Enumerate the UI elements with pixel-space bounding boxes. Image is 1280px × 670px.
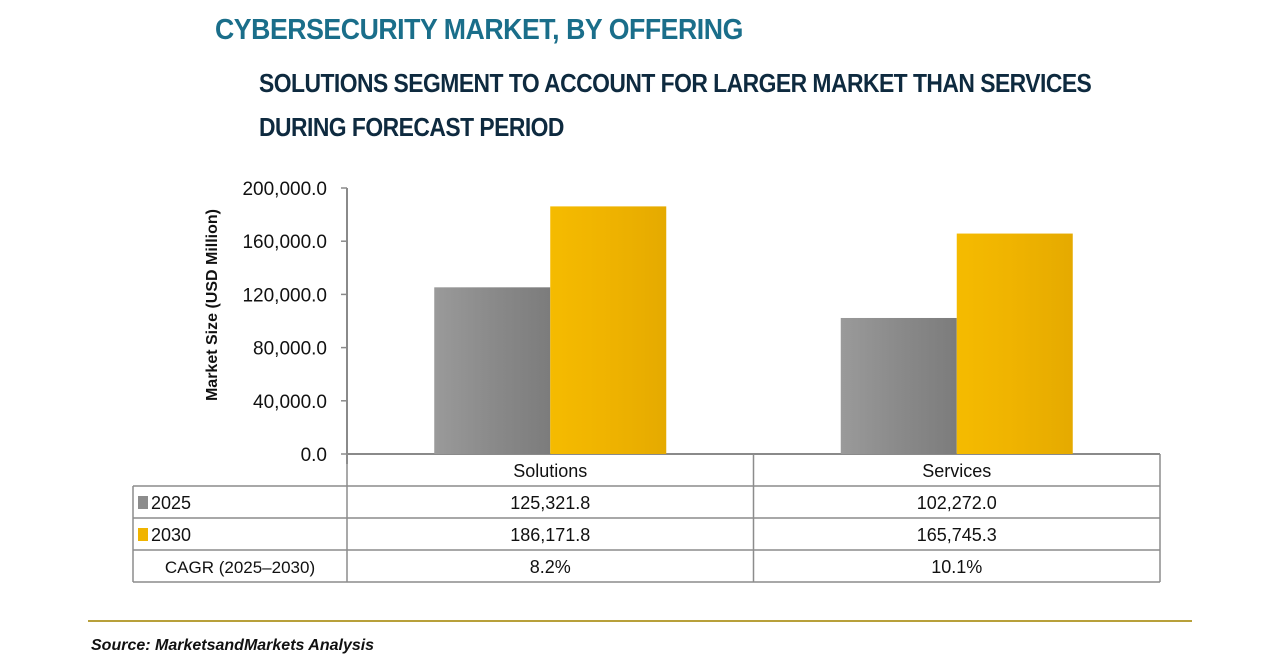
bar-services-2025 — [840, 317, 957, 454]
data-label: 125,321.8 — [510, 493, 590, 513]
chart-title: CYBERSECURITY MARKET, BY OFFERING — [215, 14, 743, 46]
y-tick-label: 40,000.0 — [253, 392, 327, 413]
legend-swatch-2025 — [138, 496, 148, 509]
bar-chart: Market Size (USD Million) 0.0 40,000.0 80,… — [132, 179, 1161, 583]
bar-services-2030 — [956, 233, 1073, 454]
cagr-row-label: CAGR (2025–2030) — [165, 558, 315, 577]
data-label: 186,171.8 — [510, 525, 590, 545]
category-label: Services — [922, 461, 991, 481]
bars — [434, 206, 1073, 454]
y-tick-label: 120,000.0 — [242, 285, 327, 306]
y-tick-label: 200,000.0 — [242, 179, 327, 200]
divider-rule — [88, 620, 1192, 622]
legend-swatch-2030 — [138, 528, 148, 541]
legend-label: 2025 — [151, 493, 191, 513]
chart-subtitle-line-2: DURING FORECAST PERIOD — [259, 112, 564, 142]
chart-subtitle-line-1: SOLUTIONS SEGMENT TO ACCOUNT FOR LARGER … — [259, 68, 1092, 98]
y-axis-label: Market Size (USD Million) — [204, 209, 221, 401]
bar-solutions-2025 — [434, 287, 551, 454]
data-label: 165,745.3 — [917, 525, 997, 545]
category-label: Solutions — [513, 461, 587, 481]
data-label: 102,272.0 — [917, 493, 997, 513]
source-note: Source: MarketsandMarkets Analysis — [91, 637, 375, 654]
y-tick-label: 160,000.0 — [242, 232, 327, 253]
cagr-value: 8.2% — [530, 557, 571, 577]
cagr-value: 10.1% — [931, 557, 982, 577]
legend-label: 2030 — [151, 525, 191, 545]
y-tick-label: 80,000.0 — [253, 339, 327, 360]
bar-solutions-2030 — [550, 206, 667, 454]
y-tick-label: 0.0 — [301, 445, 327, 466]
data-table: Solutions Services 2025 125,321.8 102,272.0 2… — [132, 454, 1161, 583]
